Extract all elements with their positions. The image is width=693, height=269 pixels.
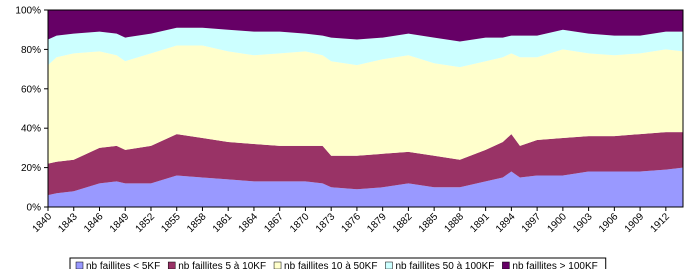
legend-label: nb faillites 5 à 10KF: [178, 261, 266, 269]
legend-swatch: [273, 261, 282, 269]
area: [48, 27, 683, 68]
area: [48, 10, 683, 42]
legend-label: nb faillites 10 à 50KF: [284, 261, 377, 269]
y-tick-label: 40%: [21, 124, 41, 135]
legend-swatch: [167, 261, 176, 269]
area: [48, 45, 683, 164]
legend-swatch: [502, 261, 510, 269]
legend-swatch: [75, 261, 84, 269]
y-tick-label: 20%: [21, 163, 41, 174]
area: [48, 167, 683, 207]
y-tick-label: 80%: [21, 45, 41, 56]
legend-label: nb faillites > 100KF: [512, 261, 597, 269]
legend-swatch: [385, 261, 393, 269]
y-tick-label: 0%: [27, 203, 42, 214]
legend-label: nb faillites < 5KF: [86, 261, 160, 269]
y-tick-label: 100%: [15, 6, 41, 17]
plot-border: [47, 9, 684, 208]
legend: nb faillites < 5KF nb faillites 5 à 10KF n…: [69, 257, 607, 269]
y-tick-label: 60%: [21, 84, 41, 95]
area: [48, 132, 683, 196]
legend-box: [69, 257, 607, 269]
legend-label: nb faillites 50 à 100KF: [395, 261, 494, 269]
